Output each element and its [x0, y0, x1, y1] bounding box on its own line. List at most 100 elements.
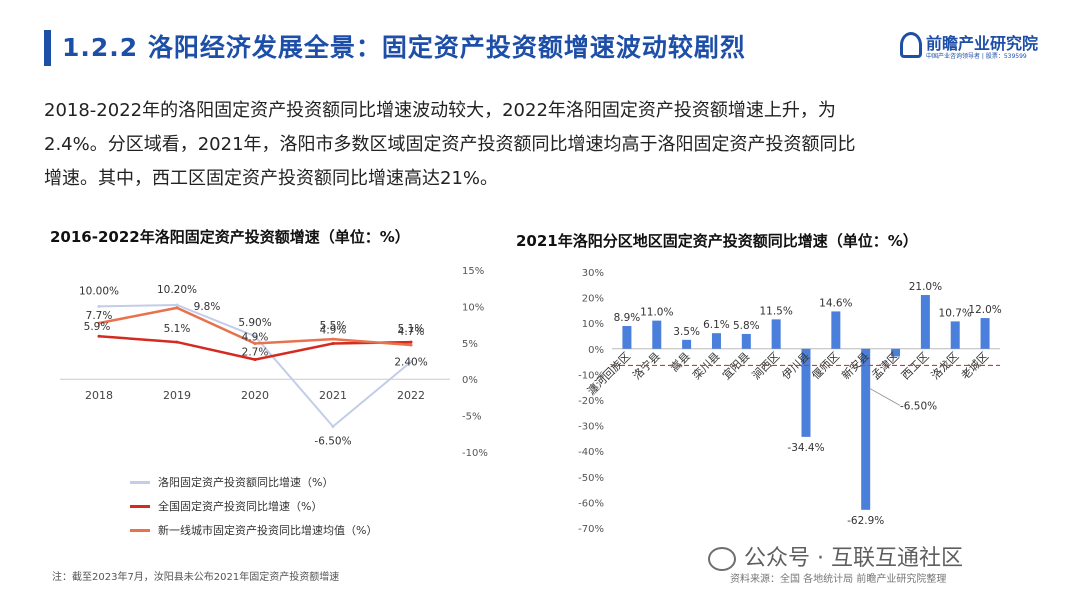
logo-icon: [900, 32, 922, 58]
y-tick-label: 20%: [582, 294, 604, 305]
data-label: 4.7%: [398, 326, 425, 338]
bar-value-label: 14.6%: [819, 297, 852, 309]
data-label: 10.00%: [79, 285, 119, 297]
y-tick-label: 15%: [462, 266, 484, 277]
data-label: 10.20%: [157, 284, 197, 296]
data-point: [409, 343, 413, 347]
legend-swatch-national: [130, 504, 150, 508]
bar-value-label: 21.0%: [909, 281, 942, 293]
data-point: [253, 342, 257, 346]
line-chart-title: 2016-2022年洛阳固定资产投资额增速（单位：%）: [50, 228, 410, 246]
footnote: 注：截至2023年7月，汝阳县未公布2021年固定资产投资额增速: [52, 572, 340, 583]
x-tick-label: 2021: [319, 389, 347, 402]
y-tick-label: -40%: [578, 447, 604, 458]
summary-paragraph: 2018-2022年的洛阳固定资产投资额同比增速波动较大，2022年洛阳固定资产…: [44, 94, 1044, 196]
y-tick-label: -30%: [578, 422, 604, 433]
legend-label: 全国固定资产投资同比增速（%）: [158, 500, 323, 513]
y-tick-label: 30%: [582, 268, 604, 279]
data-point: [331, 342, 335, 346]
x-tick-label: 2018: [85, 389, 113, 402]
bar: [891, 348, 901, 357]
bar: [741, 333, 751, 349]
bar: [682, 339, 692, 349]
data-point: [253, 334, 257, 338]
title-accent-bar: [44, 30, 51, 66]
data-point: [409, 360, 413, 364]
bar-value-label: 3.5%: [673, 326, 700, 338]
data-label: 4.9%: [320, 325, 347, 337]
summary-line: 2018-2022年的洛阳固定资产投资额同比增速波动较大，2022年洛阳固定资产…: [44, 100, 836, 121]
data-point: [175, 340, 179, 344]
bar-value-label: 12.0%: [968, 304, 1001, 316]
x-tick-label: 2020: [241, 389, 269, 402]
wechat-icon: [708, 547, 736, 571]
wechat-label: 公众号 · 互联互通社区: [744, 546, 963, 571]
data-point: [331, 337, 335, 341]
data-label: 5.5%: [320, 320, 347, 332]
data-point: [409, 340, 413, 344]
bar: [711, 333, 721, 349]
bar: [831, 311, 841, 349]
data-point: [97, 321, 101, 325]
wechat-watermark: 公众号 · 互联互通社区: [708, 540, 963, 572]
y-tick-label: -50%: [578, 473, 604, 484]
logo-text: 前瞻产业研究院: [926, 34, 1039, 53]
y-tick-label: 10%: [462, 302, 484, 313]
bar: [801, 348, 811, 437]
bar-value-label: 11.0%: [640, 307, 673, 319]
source-note: 资料来源：全国 各地统计局 前瞻产业研究院整理: [730, 574, 947, 585]
bar: [771, 319, 781, 349]
bar: [622, 326, 632, 349]
legend-label: 新一线城市固定资产投资同比增速均值（%）: [158, 524, 378, 537]
data-point: [97, 304, 101, 308]
bar: [980, 318, 990, 349]
bar-value-label: 5.8%: [733, 320, 760, 332]
legend-item-luoyang: 洛阳固定资产投资额同比增速（%）: [130, 470, 377, 494]
page-title: 1.2.2 洛阳经济发展全景：固定资产投资额增速波动较剧烈: [62, 33, 746, 62]
data-label: -6.50%: [314, 436, 351, 448]
y-tick-label: -10%: [578, 370, 604, 381]
legend-swatch-newtier1: [130, 528, 150, 532]
x-tick-label: 2022: [397, 389, 425, 402]
data-label: 9.8%: [194, 301, 221, 313]
data-label: 7.7%: [86, 310, 113, 322]
data-label: 5.1%: [398, 323, 425, 335]
legend-swatch-luoyang: [130, 480, 150, 484]
data-point: [175, 303, 179, 307]
y-tick-label: -20%: [578, 396, 604, 407]
y-tick-label: -70%: [578, 524, 604, 535]
data-label: 5.1%: [164, 323, 191, 335]
y-tick-label: -5%: [462, 412, 481, 423]
data-label: 4.9%: [242, 332, 269, 344]
bar: [920, 295, 930, 349]
y-tick-label: 0%: [462, 375, 478, 386]
y-tick-label: 10%: [582, 319, 604, 330]
data-label: 2.40%: [394, 357, 427, 369]
bar-value-label: 8.9%: [614, 312, 641, 324]
bar-value-label: -62.9%: [847, 515, 884, 527]
data-point: [97, 334, 101, 338]
bar-value-label: -34.4%: [787, 442, 824, 454]
bar-value-label: 11.5%: [759, 305, 792, 317]
y-tick-label: -60%: [578, 498, 604, 509]
y-tick-label: -10%: [462, 448, 488, 459]
legend-label: 洛阳固定资产投资额同比增速（%）: [158, 476, 334, 489]
category-label: 嵩县: [668, 350, 693, 375]
legend-item-national: 全国固定资产投资同比增速（%）: [130, 494, 377, 518]
summary-line: 2.4%。分区域看，2021年，洛阳市多数区域固定资产投资额同比增速均高于洛阳固…: [44, 134, 856, 155]
logo-subtext: 中国产业咨询领导者 | 股票：539599: [926, 53, 1027, 60]
bar-value-label: 6.1%: [703, 319, 730, 331]
y-tick-label: 0%: [588, 345, 604, 356]
brand-logo: 前瞻产业研究院 中国产业咨询领导者 | 股票：539599: [900, 30, 1050, 66]
legend-item-newtier1: 新一线城市固定资产投资同比增速均值（%）: [130, 518, 377, 542]
line-chart-legend: 洛阳固定资产投资额同比增速（%） 全国固定资产投资同比增速（%） 新一线城市固定…: [130, 470, 377, 542]
bar: [652, 320, 662, 349]
reference-label: -6.50%: [900, 400, 937, 412]
data-label: 5.90%: [238, 317, 271, 329]
data-label: 2.7%: [242, 347, 269, 359]
reference-leader: [867, 387, 901, 406]
bar-value-label: 10.7%: [939, 307, 972, 319]
bar-chart-title: 2021年洛阳分区地区固定资产投资额同比增速（单位：%）: [516, 232, 918, 250]
data-label: 5.9%: [84, 321, 111, 333]
